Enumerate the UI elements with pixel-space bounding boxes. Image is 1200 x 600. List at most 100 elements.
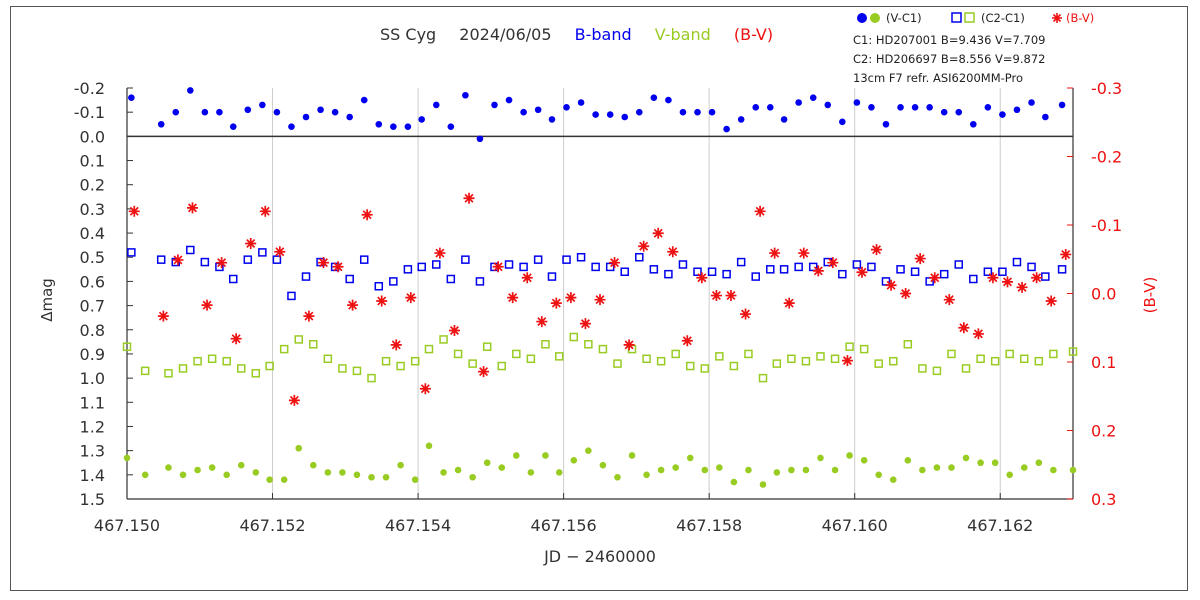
data-point: [563, 104, 570, 111]
data-point: [164, 369, 173, 378]
data-point: [759, 481, 767, 488]
legend-green-square-icon: [964, 12, 975, 23]
data-point: [628, 452, 636, 459]
title-bv: (B-V): [733, 25, 774, 44]
data-point: [244, 106, 252, 114]
data-point: [911, 104, 919, 111]
data-point: [999, 111, 1006, 118]
data-point: [656, 356, 666, 366]
data-point: [123, 454, 131, 462]
data-point: [812, 265, 824, 277]
data-point: [352, 366, 362, 376]
data-point: [419, 383, 431, 395]
y-tick-label: 0.1: [80, 152, 105, 171]
data-point: [577, 99, 585, 106]
data-point: [693, 267, 702, 276]
data-point: [187, 87, 194, 94]
data-point: [526, 354, 536, 364]
data-point: [620, 267, 629, 276]
data-point: [266, 476, 273, 483]
data-point: [519, 262, 528, 272]
data-point: [317, 257, 329, 269]
data-point: [179, 471, 187, 479]
data-point: [418, 116, 426, 123]
data-point: [664, 269, 673, 279]
data-point: [1068, 347, 1078, 356]
data-point: [809, 94, 817, 101]
data-point: [943, 294, 955, 306]
data-point: [201, 108, 209, 116]
data-point: [542, 452, 549, 459]
data-point: [207, 354, 217, 364]
data-point: [216, 257, 228, 269]
data-point: [722, 269, 731, 279]
legend-c2-c1: (C2-C1): [981, 11, 1025, 25]
data-point: [926, 104, 933, 111]
data-point: [947, 349, 956, 359]
data-point: [896, 265, 905, 274]
data-point: [541, 340, 550, 349]
data-point: [933, 464, 941, 471]
data-point: [309, 461, 317, 469]
data-point: [547, 272, 557, 281]
data-point: [237, 461, 245, 469]
data-point: [1050, 466, 1057, 474]
y-tick-label: 1.0: [80, 369, 105, 388]
data-point: [579, 318, 591, 330]
data-point: [483, 459, 491, 467]
data-point: [983, 267, 993, 276]
legend: (V-C1) (C2-C1) (B-V): [857, 11, 1094, 25]
data-point: [389, 277, 398, 286]
title-b-band: B-band: [574, 25, 632, 44]
data-point: [569, 332, 579, 342]
data-point: [172, 108, 180, 116]
data-point: [1016, 281, 1028, 293]
data-point: [527, 469, 535, 476]
data-point: [339, 469, 346, 476]
data-point: [882, 120, 890, 128]
data-point: [332, 261, 344, 273]
data-point: [1060, 248, 1072, 260]
y-tick-label: 0.8: [80, 321, 105, 340]
data-point: [614, 473, 621, 481]
data-point: [453, 349, 463, 359]
data-point: [287, 291, 296, 301]
data-point: [368, 473, 375, 481]
data-point: [1006, 471, 1013, 479]
data-point: [700, 364, 710, 373]
data-point: [454, 466, 462, 474]
data-point: [838, 269, 847, 279]
y-tick-label: 0.6: [80, 272, 105, 291]
data-point: [594, 294, 606, 306]
data-point: [1042, 113, 1049, 121]
data-point: [504, 260, 514, 269]
data-point: [635, 108, 643, 116]
data-point: [491, 101, 498, 109]
y-tick-label: -0.1: [74, 103, 105, 122]
data-point: [874, 359, 883, 368]
data-point: [929, 272, 941, 284]
x-tick-label: 467.154: [385, 516, 451, 535]
data-point: [410, 356, 420, 366]
data-point: [411, 476, 419, 483]
data-point: [274, 246, 286, 258]
data-point: [178, 364, 188, 373]
data-point: [208, 464, 216, 471]
data-point: [223, 471, 230, 479]
y2-tick-label: 0.0: [1091, 285, 1116, 304]
y-tick-label: 1.4: [80, 466, 105, 485]
y2-tick-label: -0.2: [1091, 148, 1122, 167]
data-point: [251, 369, 261, 378]
data-point: [591, 262, 600, 272]
data-point: [932, 366, 942, 376]
data-point: [1034, 356, 1044, 366]
data-point: [773, 469, 781, 476]
data-point: [940, 108, 948, 116]
data-point: [301, 272, 311, 281]
data-point: [434, 247, 446, 259]
data-point: [859, 344, 869, 354]
data-point: [521, 272, 533, 284]
data-point: [621, 113, 629, 121]
data-point: [613, 359, 622, 368]
data-point: [730, 478, 738, 486]
